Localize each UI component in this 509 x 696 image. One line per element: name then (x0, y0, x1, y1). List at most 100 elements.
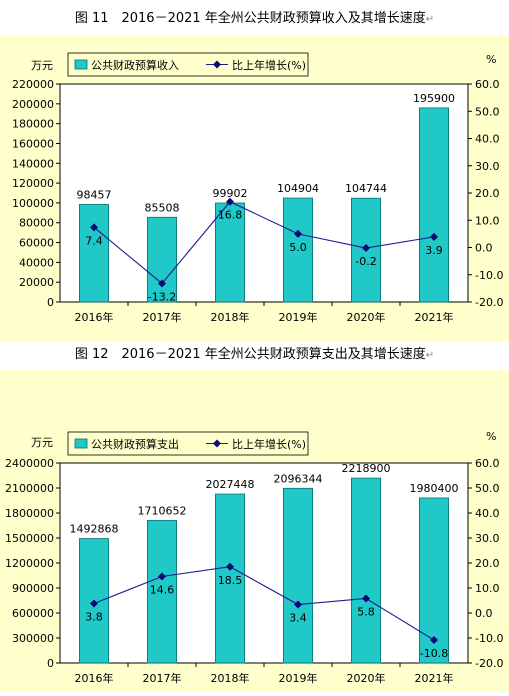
plot-area (59, 462, 469, 664)
left-tick-label: 200000 (12, 98, 54, 111)
legend-box (67, 52, 309, 77)
right-tick-label: 30.0 (475, 160, 500, 173)
figure-12-panel: 0 300000 600000 900000 1200000 1500000 1800000… (0, 370, 509, 692)
legend-bar-swatch (74, 438, 88, 449)
left-tick-label: 40000 (19, 256, 54, 269)
growth-value-label: -0.2 (355, 255, 376, 268)
growth-value-label: 3.4 (289, 612, 307, 625)
paragraph-mark-icon: ↵ (425, 350, 435, 361)
growth-marker (90, 599, 98, 608)
left-tick-label: 160000 (12, 137, 54, 150)
growth-marker (226, 562, 234, 571)
left-tick-label: 600000 (12, 607, 54, 620)
growth-marker (158, 279, 166, 288)
bar (282, 197, 314, 303)
right-unit-label: % (486, 430, 496, 443)
growth-line (93, 566, 435, 641)
left-tick-label: 20000 (19, 276, 54, 289)
x-tick-label: 2021年 (415, 310, 454, 324)
right-tick-label: 60.0 (475, 457, 500, 470)
growth-marker (430, 636, 438, 644)
bar (214, 493, 246, 664)
bar-value-label: 2218900 (342, 462, 391, 475)
legend-line-label: 比上年增长(%) (232, 58, 306, 72)
growth-value-label: -10.8 (420, 647, 448, 660)
left-tick-label: 2400000 (5, 457, 54, 470)
legend-bar-label: 公共财政预算收入 (91, 58, 179, 72)
right-tick-label: 0.0 (475, 242, 493, 255)
growth-marker (294, 600, 302, 609)
bar (78, 204, 110, 303)
legend-box (67, 431, 309, 456)
left-tick-label: 1800000 (5, 507, 54, 520)
bar (418, 107, 450, 303)
left-tick-label: 0 (47, 296, 54, 309)
right-tick-label: 20.0 (475, 557, 500, 570)
growth-value-label: 7.4 (85, 234, 103, 247)
bar-value-label: 2096344 (274, 472, 323, 485)
figure-12-chart: 0 300000 600000 900000 1200000 1500000 1800000… (5, 430, 503, 685)
left-tick-label: 1500000 (5, 532, 54, 545)
growth-value-label: 14.6 (150, 584, 175, 597)
paragraph-mark-icon: ↵ (425, 14, 435, 25)
bar (418, 497, 450, 664)
right-tick-label: 50.0 (475, 105, 500, 118)
x-tick-label: 2016年 (75, 310, 114, 324)
bar-value-label: 2027448 (206, 478, 255, 491)
growth-value-label: 18.5 (218, 574, 243, 587)
legend-line-label: 比上年增长(%) (232, 437, 306, 451)
x-tick-label: 2019年 (279, 671, 318, 685)
growth-value-label: 3.9 (425, 244, 443, 257)
right-tick-label: -10.0 (475, 269, 503, 282)
x-tick-label: 2016年 (75, 671, 114, 685)
left-tick-label: 80000 (19, 217, 54, 230)
bar-value-label: 195900 (413, 92, 455, 105)
right-tick-label: 20.0 (475, 187, 500, 200)
x-tick-label: 2018年 (211, 671, 250, 685)
growth-line (93, 201, 435, 285)
growth-value-label: 5.8 (357, 606, 375, 619)
x-tick-label: 2019年 (279, 310, 318, 324)
growth-value-label: -13.2 (148, 290, 176, 303)
x-tick-label: 2020年 (347, 671, 386, 685)
bar (282, 487, 314, 664)
bar-value-label: 85508 (145, 201, 180, 214)
growth-marker (430, 232, 438, 241)
bar (146, 216, 178, 303)
bar-value-label: 98457 (77, 188, 112, 201)
legend-marker-swatch (213, 439, 221, 448)
left-tick-label: 140000 (12, 157, 54, 170)
left-tick-label: 900000 (12, 582, 54, 595)
right-unit-label: % (486, 53, 496, 66)
left-tick-label: 220000 (12, 78, 54, 91)
left-unit-label: 万元 (31, 59, 53, 72)
right-tick-label: -20.0 (475, 657, 503, 670)
right-tick-label: -10.0 (475, 632, 503, 645)
bar-value-label: 99902 (213, 187, 248, 200)
growth-marker (158, 572, 166, 581)
left-tick-label: 60000 (19, 237, 54, 250)
right-tick-label: -20.0 (475, 296, 503, 309)
x-tick-label: 2017年 (143, 671, 182, 685)
growth-marker (294, 229, 302, 238)
left-tick-label: 1200000 (5, 557, 54, 570)
right-tick-label: 0.0 (475, 607, 493, 620)
figure-11-chart: 0 20000 40000 60000 80000 100000 120000 140000 1… (12, 52, 503, 324)
bar (214, 202, 246, 303)
right-tick-label: 10.0 (475, 214, 500, 227)
left-tick-label: 100000 (12, 197, 54, 210)
growth-value-label: 5.0 (289, 241, 307, 254)
right-tick-label: 50.0 (475, 482, 500, 495)
growth-marker (226, 197, 234, 206)
x-tick-label: 2017年 (143, 310, 182, 324)
figure-11-title: 图 11 2016－2021 年全州公共财政预算收入及其增长速度↵ (0, 7, 509, 26)
figure-11-title-text: 图 11 2016－2021 年全州公共财政预算收入及其增长速度 (74, 11, 426, 26)
bar-value-label: 1980400 (410, 482, 459, 495)
growth-marker (362, 594, 370, 603)
x-tick-label: 2021年 (415, 671, 454, 685)
left-tick-label: 0 (47, 657, 54, 670)
bar (350, 477, 382, 664)
figure-11-panel: 0 20000 40000 60000 80000 100000 120000 140000 1… (0, 36, 509, 342)
right-tick-label: 40.0 (475, 133, 500, 146)
figure-12-title-text: 图 12 2016－2021 年全州公共财政预算支出及其增长速度 (74, 347, 426, 362)
